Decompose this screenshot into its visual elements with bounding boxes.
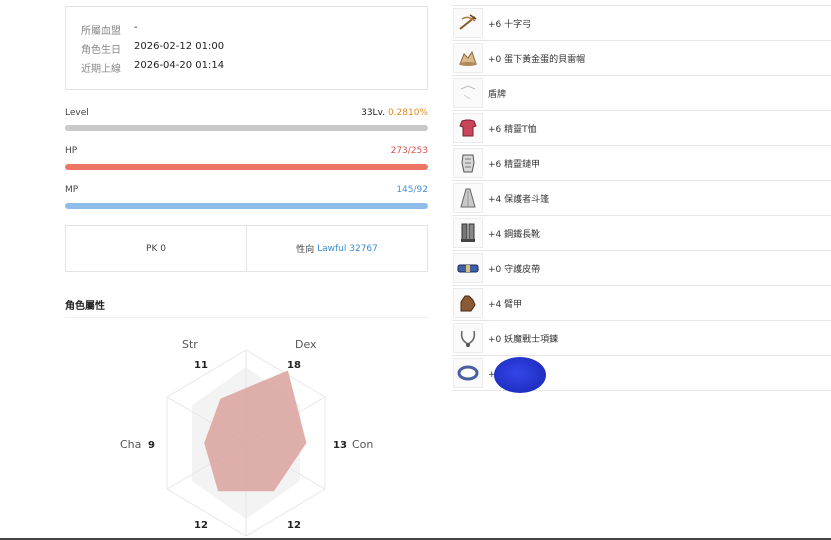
axis-value-bottom-left: 12 <box>194 520 208 531</box>
equipment-name: +4 鋼鐵長靴 <box>488 229 541 240</box>
clan-label: 所屬血盟 <box>81 26 121 37</box>
crossbow-icon <box>453 8 483 38</box>
pk-count: PK 0 <box>146 243 166 254</box>
level-number: 33Lv. <box>361 108 386 118</box>
equipment-name: +6 精靈鏈甲 <box>488 159 541 170</box>
shield-icon <box>453 78 483 108</box>
axis-value-str: 11 <box>194 360 208 371</box>
pk-cell: PK 0 <box>66 226 246 271</box>
gloves-icon <box>453 288 483 318</box>
tshirt-icon <box>453 113 483 143</box>
pk-box: PK 0 性向 Lawful 32767 <box>65 225 428 272</box>
equipment-name: +0 守護皮帶 <box>488 264 541 275</box>
birthday-row: 角色生日 2026-02-12 01:00 <box>81 41 224 56</box>
equipment-name: +0 蛋下黃金蛋的貝雷帽 <box>488 54 586 65</box>
clan-row: 所屬血盟 - <box>81 22 138 37</box>
equipment-item[interactable]: +4 保護者斗篷 <box>452 181 831 216</box>
birthday-label: 角色生日 <box>81 45 121 56</box>
equipment-item[interactable]: +0 妖魔戰士項鍊 <box>452 321 831 356</box>
level-percent: 0.2810% <box>387 108 428 118</box>
attribute-shape <box>204 370 307 492</box>
cloak-icon <box>453 183 483 213</box>
level-label: Level <box>65 108 89 118</box>
birthday-value: 2026-02-12 01:00 <box>134 41 225 52</box>
equipment-item[interactable]: +0 守護戒指 <box>452 356 831 391</box>
alignment-label: 性向 <box>296 245 315 255</box>
axis-name-cha: Cha <box>120 438 141 451</box>
necklace-icon <box>453 323 483 353</box>
axis-name-dex: Dex <box>295 338 317 351</box>
hp-label: HP <box>65 146 78 156</box>
equipment-name: +6 十字弓 <box>488 19 532 30</box>
hp-value: 273/253 <box>390 146 428 156</box>
mp-value: 145/92 <box>396 185 428 195</box>
axis-value-dex: 18 <box>287 360 301 371</box>
bottom-border <box>0 538 831 540</box>
axis-name-con: Con <box>352 438 373 451</box>
equipment-item[interactable]: +4 鋼鐵長靴 <box>452 216 831 251</box>
hat-icon <box>453 43 483 73</box>
hp-bar <box>65 164 428 170</box>
equipment-item[interactable]: +0 蛋下黃金蛋的貝雷帽 <box>452 41 831 76</box>
hp-bar-fill <box>65 164 428 170</box>
equipment-name: 盾牌 <box>488 89 507 100</box>
belt-icon <box>453 253 483 283</box>
equipment-item[interactable]: 盾牌 <box>452 76 831 111</box>
equipment-item[interactable]: +6 精靈T恤 <box>452 111 831 146</box>
axis-value-con: 13 <box>333 440 347 451</box>
axis-name-str: Str <box>182 338 198 351</box>
mp-bar <box>65 203 428 209</box>
equipment-name: +6 精靈T恤 <box>488 124 537 135</box>
redaction-blob <box>494 357 546 393</box>
level-bar <box>65 125 428 131</box>
attribute-radar-chart: Str Dex Con Cha 11 18 13 12 12 9 <box>120 338 373 537</box>
equipment-name: +4 臂甲 <box>488 299 523 310</box>
boots-icon <box>453 218 483 248</box>
section-divider <box>65 317 428 318</box>
equipment-name: +0 妖魔戰士項鍊 <box>488 334 559 345</box>
mp-bar-fill <box>65 203 428 209</box>
equipment-item[interactable]: +0 守護皮帶 <box>452 251 831 286</box>
equipment-item[interactable]: +6 精靈鏈甲 <box>452 146 831 181</box>
equipment-list: +6 十字弓 +0 蛋下黃金蛋的貝雷帽 盾牌 +6 精靈T恤 +6 精靈鏈甲 +4 保護者… <box>452 5 831 391</box>
level-value: 33Lv. 0.2810% <box>361 108 428 118</box>
character-info-box: 所屬血盟 - 角色生日 2026-02-12 01:00 近期上線 2026-0… <box>65 6 428 90</box>
axis-value-bottom-right: 12 <box>287 520 301 531</box>
armor-icon <box>453 148 483 178</box>
last-login-value: 2026-04-20 01:14 <box>134 60 225 71</box>
clan-value: - <box>134 22 138 33</box>
ring-icon <box>453 358 483 388</box>
mp-label: MP <box>65 185 79 195</box>
axis-value-cha: 9 <box>148 440 155 451</box>
equipment-item[interactable]: +4 臂甲 <box>452 286 831 321</box>
attributes-title: 角色屬性 <box>65 301 105 312</box>
equipment-item[interactable]: +6 十字弓 <box>452 6 831 41</box>
equipment-name: +4 保護者斗篷 <box>488 194 550 205</box>
alignment-cell: 性向 Lawful 32767 <box>246 226 427 271</box>
level-bar-fill <box>65 125 67 131</box>
alignment-value: Lawful 32767 <box>317 243 378 254</box>
last-login-label: 近期上線 <box>81 64 121 75</box>
last-login-row: 近期上線 2026-04-20 01:14 <box>81 60 224 75</box>
